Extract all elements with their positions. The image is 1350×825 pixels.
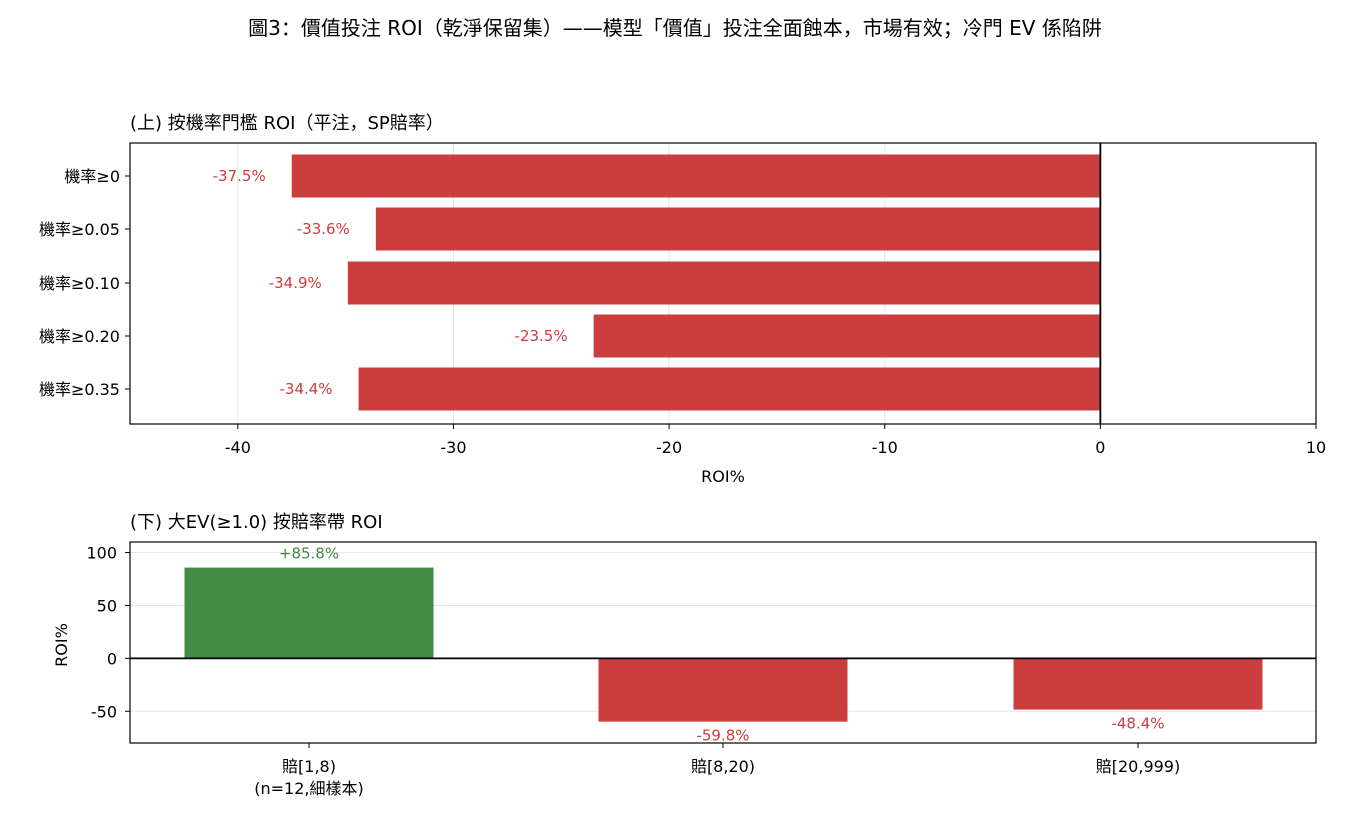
bottom-bar [1013,658,1263,710]
top-bar [375,207,1101,251]
bottom-ytick-label: -50 [91,702,117,721]
figure-title: 圖3：價值投注 ROI（乾淨保留集）——模型「價值」投注全面蝕本，市場有效；冷門… [248,16,1102,40]
top-bar [291,154,1101,198]
bottom-ytick-label: 100 [86,544,117,563]
top-chart: (上) 按機率門檻 ROI（平注，SP賠率） ROI% -37.5% -33.6%… [39,113,1326,486]
top-ytick-label: 機率≥0.10 [39,274,120,293]
bottom-chart-title: (下) 大EV(≥1.0) 按賠率帶 ROI [130,512,383,533]
top-bar [347,261,1101,305]
top-bar [358,367,1101,411]
bottom-ytick-label: 0 [107,649,117,668]
bottom-bar-label: -48.4% [1111,715,1164,733]
top-xtick-label: -40 [225,438,251,457]
bottom-chart: (下) 大EV(≥1.0) 按賠率帶 ROI ROI% +85.8% -59.8%… [52,512,1317,798]
top-bar-label: -37.5% [213,167,266,185]
bottom-bar [184,567,434,659]
top-ytick-label: 機率≥0 [64,167,120,186]
bottom-bar-label: +85.8% [279,545,339,563]
top-xtick-label: 10 [1306,438,1326,457]
top-chart-xlabel: ROI% [701,467,745,486]
top-bar [593,314,1101,358]
bottom-ytick-label: 50 [97,596,117,615]
bottom-bar-label: -59.8% [696,727,749,745]
bottom-xtick-label: 賠[1,8) [282,757,336,776]
top-xtick-label: -10 [872,438,898,457]
top-ytick-label: 機率≥0.35 [39,380,120,399]
bottom-xtick-label: 賠[20,999) [1096,757,1180,776]
top-bar-label: -34.4% [279,380,332,398]
top-bar-label: -34.9% [269,274,322,292]
bottom-chart-frame [129,541,1317,744]
top-chart-frame [129,142,1317,425]
top-bar-label: -23.5% [515,327,568,345]
bottom-chart-ylabel: ROI% [52,623,71,667]
top-ytick-label: 機率≥0.20 [39,327,120,346]
top-xtick-label: -30 [440,438,466,457]
bottom-bar [598,658,848,722]
top-xtick-label: -20 [656,438,682,457]
top-bar-label: -33.6% [297,220,350,238]
top-chart-title: (上) 按機率門檻 ROI（平注，SP賠率） [130,113,444,134]
bottom-xtick-label: (n=12,細樣本) [254,779,363,798]
top-ytick-label: 機率≥0.05 [39,220,120,239]
top-xtick-label: 0 [1095,438,1105,457]
bottom-xtick-label: 賠[8,20) [691,757,755,776]
